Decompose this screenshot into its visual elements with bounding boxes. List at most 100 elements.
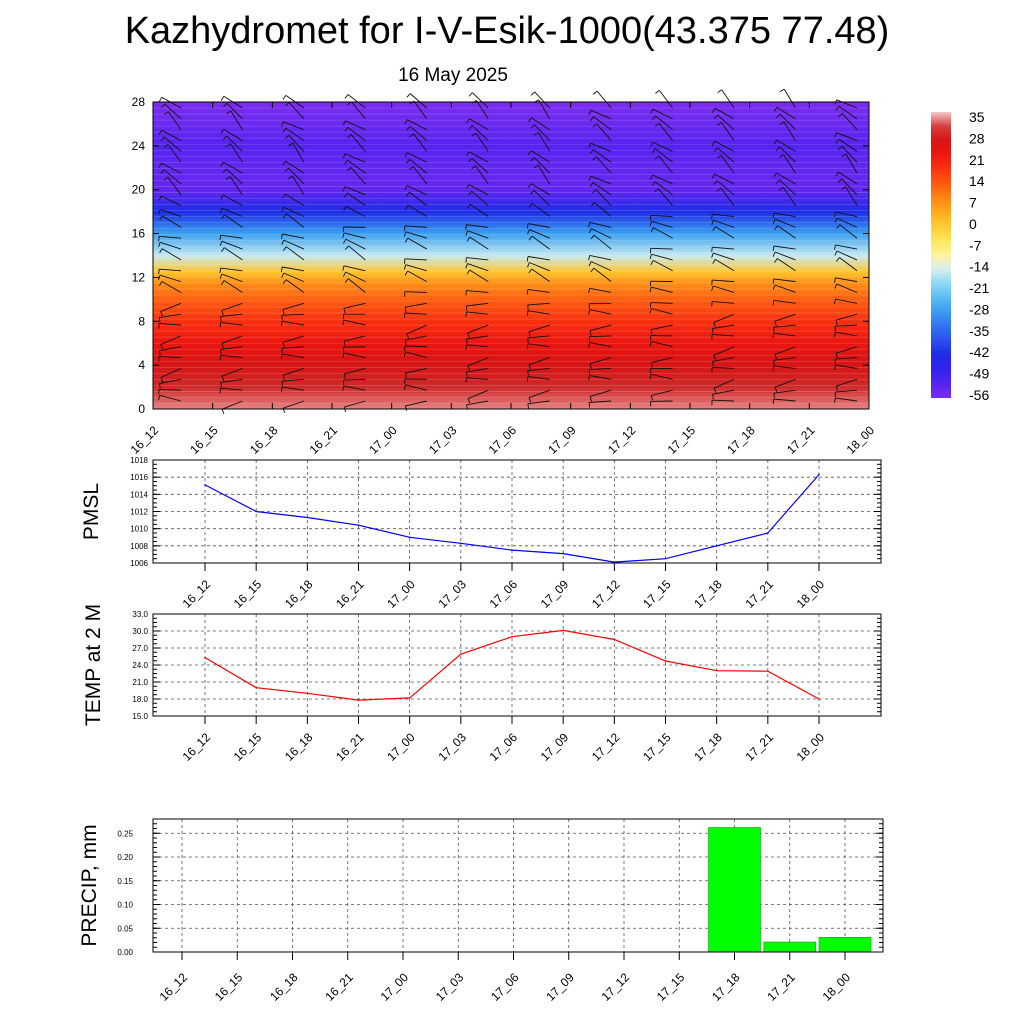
- wind-barb-flag: [160, 344, 164, 350]
- wind-barb-flag: [282, 279, 287, 284]
- wind-barb: [160, 302, 182, 313]
- wind-barb-flag: [772, 278, 775, 284]
- wind-barb-flag: [834, 364, 836, 370]
- wind-barb: [282, 320, 304, 326]
- wind-barb-flag: [465, 263, 468, 269]
- colorbar-label: 7: [969, 195, 977, 211]
- y-tick-label: 1012: [130, 508, 148, 517]
- wind-barb-flag: [650, 109, 654, 114]
- wind-barb: [774, 313, 796, 322]
- wind-barb: [592, 149, 612, 163]
- wind-barb: [838, 171, 858, 185]
- y-tick-label: 0.25: [117, 829, 133, 838]
- data-point: [306, 516, 309, 519]
- wind-barb: [714, 140, 735, 152]
- wind-barb: [343, 319, 366, 326]
- wind-barb: [651, 308, 673, 315]
- wind-barb-flag: [779, 121, 785, 125]
- wind-barb-flag: [406, 191, 410, 197]
- x-tick-label: 16_15: [231, 577, 265, 611]
- colorbar-label: 28: [969, 130, 985, 146]
- wind-barb-flag: [220, 194, 224, 200]
- data-point: [357, 699, 360, 701]
- y-tick-label: 33.0: [132, 610, 148, 619]
- wind-barb-flag: [526, 376, 529, 382]
- wind-barb-flag: [712, 107, 716, 113]
- wind-barb: [836, 217, 858, 228]
- wind-barb-flag: [530, 190, 535, 195]
- wind-barb-flag: [280, 266, 283, 272]
- x-tick-label: 17_18: [691, 577, 725, 611]
- wind-barb: [282, 335, 305, 343]
- data-point: [562, 552, 564, 555]
- wind-barb-flag: [219, 355, 222, 361]
- wind-barb: [161, 248, 182, 261]
- data-point: [715, 669, 718, 672]
- wind-barb-flag: [588, 222, 591, 228]
- wind-barb: [471, 190, 489, 207]
- y-tick-label: 24: [132, 139, 146, 153]
- wind-barb-flag: [834, 250, 838, 256]
- wind-barb: [836, 250, 858, 261]
- wind-barb: [773, 357, 796, 361]
- data-point: [255, 686, 257, 689]
- temp-2m-panel: 15.0 18.0 21.0 24.0 27.0 30.0 33.0 16_12 16_15 16…: [82, 604, 882, 764]
- wind-barb-flag: [772, 366, 775, 372]
- wind-barb: [220, 346, 243, 350]
- wind-barb: [288, 134, 305, 152]
- wind-barb-flag: [834, 277, 836, 283]
- x-tick-label: 17_00: [384, 577, 418, 611]
- wind-barb: [773, 389, 796, 394]
- wind-barb-flag: [467, 332, 470, 338]
- wind-barb-flag: [282, 160, 286, 166]
- wind-barb-flag: [403, 231, 407, 237]
- wind-barb: [652, 260, 673, 272]
- wind-barb-flag: [837, 178, 843, 183]
- wind-barb: [835, 313, 858, 321]
- wind-barb: [404, 258, 427, 261]
- wind-barb: [469, 269, 489, 283]
- x-tick-label: 17_15: [665, 423, 699, 457]
- wind-barb-flag: [773, 172, 777, 178]
- wind-barb-flag: [158, 395, 161, 401]
- wind-barb-flag: [654, 122, 660, 127]
- wind-barb: [472, 92, 489, 109]
- wind-barb: [285, 127, 305, 141]
- wind-barb-flag: [160, 311, 163, 317]
- wind-barb: [717, 114, 735, 131]
- data-point: [460, 542, 462, 545]
- data-point: [818, 473, 820, 476]
- wind-barb-flag: [590, 116, 594, 122]
- wind-barb-flag: [533, 164, 539, 169]
- x-tick-label: 17_21: [742, 577, 776, 611]
- wind-barb: [221, 368, 243, 377]
- wind-barb-flag: [774, 258, 778, 263]
- wind-barb: [405, 302, 427, 308]
- wind-barb: [159, 323, 182, 326]
- wind-barb: [528, 389, 550, 399]
- wind-barb-flag: [283, 213, 287, 219]
- wind-barb-flag: [342, 271, 347, 277]
- wind-barb: [589, 357, 612, 365]
- wind-barb-flag: [282, 95, 287, 100]
- x-tick-label: 17_15: [640, 577, 674, 611]
- wind-barb: [163, 169, 182, 185]
- wind-barb: [292, 142, 305, 163]
- x-tick-label: 16_12: [157, 970, 191, 1004]
- wind-barb-flag: [343, 373, 346, 380]
- x-tick-label: 18_00: [844, 423, 878, 457]
- x-tick-label: 17_09: [538, 577, 572, 611]
- wind-barb: [773, 365, 796, 369]
- x-tick-label: 17_00: [378, 970, 412, 1004]
- wind-barb: [158, 388, 182, 391]
- wind-barb: [348, 245, 366, 261]
- wind-barb-flag: [403, 351, 407, 357]
- wind-barb-flag: [713, 355, 717, 361]
- wind-barb-flag: [220, 161, 224, 167]
- wind-barb-flag: [650, 395, 653, 401]
- x-tick-label: 17_21: [784, 423, 818, 457]
- wind-barb-flag: [159, 248, 163, 254]
- wind-barb-flag: [527, 262, 530, 268]
- wind-barb: [590, 142, 612, 152]
- wind-barb: [651, 220, 673, 228]
